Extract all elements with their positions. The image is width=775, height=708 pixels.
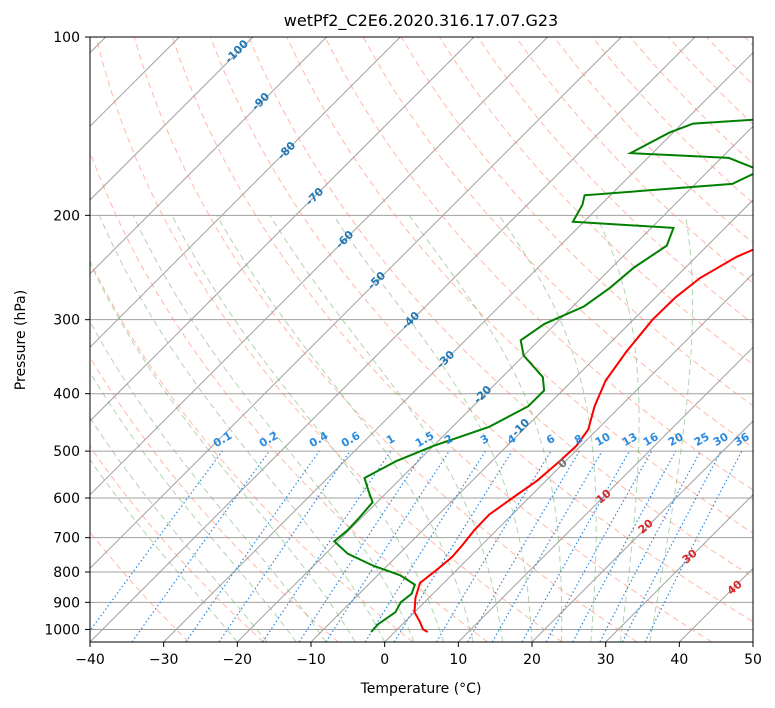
moist-adiabat-line: [332, 215, 533, 642]
moist-adiabat-line: [649, 215, 694, 642]
moist-adiabat-line: [90, 416, 268, 642]
moist-adiabat-line: [171, 215, 445, 642]
mixing-ratio-line: [90, 450, 223, 632]
dry-adiabat-line: [286, 37, 753, 534]
plot-frame: [89, 36, 754, 643]
moist-adiabat-line: [90, 320, 327, 642]
moist-adiabat-line: [98, 215, 386, 642]
temperature-profile: [413, 248, 753, 633]
y-tick-label: 600: [53, 491, 80, 507]
mixing-ratio-line: [521, 450, 631, 642]
isotherm-line: [90, 37, 254, 201]
dry-adiabat-line: [171, 37, 712, 642]
mixing-ratio-line: [298, 450, 425, 642]
x-tick-label: −40: [75, 652, 105, 668]
dry-adiabat-line: [90, 356, 339, 642]
moist-adiabat-line: [269, 215, 503, 642]
mixing-ratio-line: [262, 450, 392, 642]
x-tick-label: 10: [449, 652, 467, 668]
mixing-ratio-line: [545, 450, 653, 642]
x-axis-label: Temperature (°C): [360, 681, 482, 697]
y-tick-label: 700: [53, 531, 80, 547]
y-tick-label: 100: [53, 30, 80, 46]
moist-adiabat-line: [90, 261, 356, 642]
y-tick-label: 800: [53, 565, 80, 581]
isotherm-line: [90, 37, 401, 349]
isotherm-line: [384, 272, 753, 642]
plot-background: [90, 37, 753, 642]
isotherm-line: [90, 37, 475, 422]
x-tick-label: −30: [149, 652, 179, 668]
dewpoint-profile: [332, 118, 753, 633]
dry-adiabat-line: [515, 37, 753, 284]
isotherm-line: [90, 37, 328, 275]
y-tick-label: 400: [53, 387, 80, 403]
moist-adiabat-line: [132, 215, 415, 642]
y-tick-label: 900: [53, 595, 80, 611]
y-tick-label: 500: [53, 444, 80, 460]
y-axis-label: Pressure (hPa): [13, 290, 29, 390]
x-tick-label: 20: [523, 652, 541, 668]
x-tick-label: 40: [670, 652, 688, 668]
moist-adiabat-line: [216, 215, 474, 642]
isotherm-line: [90, 37, 622, 570]
isotherm-line: [605, 493, 753, 642]
isotherm-line: [163, 51, 753, 642]
dry-adiabat-line: [133, 37, 638, 642]
isotherm-line: [531, 420, 753, 642]
isotherm-line: [457, 346, 753, 642]
y-tick-label: 300: [53, 313, 80, 329]
isotherm-line: [90, 37, 549, 496]
dry-adiabat-line: [90, 445, 264, 642]
mixing-ratio-line: [572, 450, 677, 642]
mixing-ratio-line: [185, 450, 320, 642]
moist-adiabat-line: [408, 215, 563, 642]
dry-adiabat-line: [248, 37, 753, 578]
x-tick-label: 0: [380, 652, 389, 668]
moist-adiabat-line: [90, 458, 238, 642]
isotherm-line: [236, 125, 753, 642]
moist-adiabat-line: [90, 371, 297, 642]
dry-adiabat-line: [324, 37, 753, 491]
x-tick-label: −20: [223, 652, 253, 668]
moist-adiabat-line: [595, 215, 640, 642]
chart-title: wetPf2_C2E6.2020.316.17.07.G23: [284, 11, 558, 31]
x-tick-label: 30: [597, 652, 615, 668]
dry-adiabat-line: [210, 37, 753, 623]
mixing-ratio-line: [218, 450, 351, 642]
y-tick-label: 200: [53, 208, 80, 224]
dry-adiabat-line: [95, 37, 563, 642]
isotherm-line: [90, 37, 696, 642]
mixing-ratio-line: [131, 450, 270, 642]
dry-adiabat-line: [90, 259, 414, 642]
x-tick-label: −10: [296, 652, 326, 668]
y-tick-label: 1000: [44, 622, 80, 638]
mixing-ratio-line: [325, 450, 450, 642]
x-tick-label: 50: [744, 652, 762, 668]
mixing-ratio-line: [393, 450, 513, 642]
mixing-ratio-line: [644, 450, 743, 642]
